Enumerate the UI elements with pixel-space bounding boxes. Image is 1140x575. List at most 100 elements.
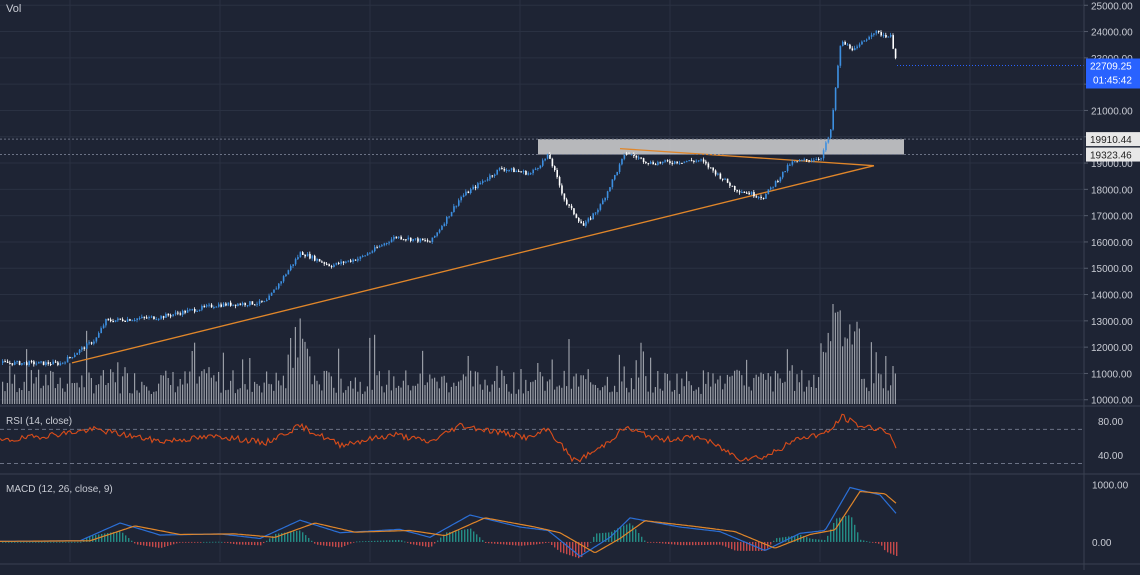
macd-histogram-bar	[689, 541, 691, 546]
macd-histogram-bar	[170, 541, 172, 546]
volume-bar	[479, 384, 481, 404]
candle-body	[501, 168, 503, 170]
volume-bar	[861, 378, 863, 404]
trendlines[interactable]	[71, 147, 875, 364]
macd-panel	[0, 486, 898, 559]
volume-bar	[220, 392, 222, 404]
macd-histogram-bar	[458, 530, 460, 542]
macd-histogram-bar	[380, 540, 382, 542]
candle-body	[359, 256, 362, 259]
volume-bar	[827, 332, 829, 404]
macd-histogram-bar	[293, 531, 295, 542]
candle-body	[165, 313, 167, 318]
candle-body	[290, 266, 292, 271]
volume-bar	[743, 385, 745, 404]
candle-body	[801, 160, 803, 162]
volume-bar	[263, 382, 265, 404]
volume-bar	[729, 376, 731, 404]
volume-bar	[758, 376, 760, 404]
volume-bar	[352, 388, 354, 404]
volume-bar	[842, 346, 844, 404]
candle-body	[242, 303, 244, 305]
macd-histogram-bar	[797, 535, 799, 542]
macd-histogram-bar	[746, 541, 748, 551]
volume-bar	[342, 392, 344, 404]
candle-body	[508, 169, 510, 171]
candle-body	[95, 337, 98, 342]
candle-body	[122, 319, 124, 321]
volume-bar	[806, 386, 808, 404]
volume-bar	[597, 387, 599, 404]
volume-bar	[354, 377, 356, 404]
volume-bar	[621, 381, 623, 404]
candle-body	[743, 191, 746, 193]
macd-histogram-bar	[764, 541, 766, 551]
macd-histogram-bar	[77, 541, 79, 543]
candle-body	[839, 46, 842, 66]
volume-bar	[676, 373, 678, 404]
candle-body	[215, 306, 218, 308]
macd-histogram-bar	[212, 541, 214, 543]
price-tick-label: 25000.00	[1091, 1, 1133, 12]
volume-bar	[436, 381, 438, 404]
macd-histogram-bar	[494, 541, 496, 544]
macd-histogram-bar	[218, 541, 220, 543]
candle-body	[59, 363, 62, 365]
price-level-label: 19323.46	[1090, 151, 1132, 162]
volume-bar	[731, 375, 733, 404]
macd-histogram-bar	[641, 536, 643, 542]
candle-body	[222, 303, 225, 307]
macd-histogram-bar	[377, 540, 379, 542]
volume-bar	[371, 389, 373, 404]
candle-body	[66, 357, 69, 363]
candle-body	[714, 170, 717, 175]
volume-bar	[14, 374, 16, 404]
macd-histogram-bar	[404, 541, 406, 543]
volume-bar	[4, 391, 6, 404]
candle-body	[78, 349, 81, 353]
candle-body	[18, 361, 21, 365]
volume-bar	[695, 389, 697, 404]
candle-body	[858, 44, 861, 47]
macd-histogram-bar	[575, 541, 577, 558]
candle-body	[638, 157, 640, 159]
trendline-ascending-support[interactable]	[71, 165, 875, 364]
trendline-descending-resistance[interactable]	[619, 147, 875, 167]
volume-bar	[546, 381, 548, 404]
macd-histogram-bar	[308, 537, 310, 542]
candle-body	[722, 178, 724, 180]
volume-bar	[640, 342, 642, 404]
candle-body	[582, 223, 585, 226]
candle-body	[786, 165, 789, 172]
volume-bar	[798, 382, 800, 404]
volume-bar	[652, 392, 654, 404]
candle-body	[774, 181, 777, 187]
macd-histogram-bar	[89, 536, 91, 542]
macd-histogram-bar	[725, 541, 727, 547]
volume-bar	[347, 386, 349, 404]
macd-histogram-bar	[128, 538, 130, 542]
candle-body	[376, 247, 378, 249]
candle-body	[705, 161, 707, 164]
macd-histogram-bar	[266, 540, 268, 542]
macd-histogram-bar	[878, 541, 880, 544]
price-axis[interactable]: 25000.0024000.0023000.0022000.0021000.00…	[1084, 1, 1140, 549]
volume-bar	[426, 382, 428, 404]
candle-body	[472, 186, 474, 190]
candle-body	[746, 192, 748, 194]
volume-bar	[482, 389, 484, 404]
volume-bar	[244, 384, 246, 404]
macd-histogram-bar	[434, 541, 436, 544]
macd-histogram-bar	[347, 541, 349, 545]
candle-body	[448, 216, 450, 218]
volume-bar	[868, 391, 870, 404]
volume-bar	[808, 380, 810, 404]
candle-body	[213, 307, 215, 309]
candle-body	[117, 318, 119, 321]
volume-bar	[510, 393, 512, 404]
macd-histogram-bar	[422, 541, 424, 547]
macd-histogram-bar	[323, 541, 325, 546]
